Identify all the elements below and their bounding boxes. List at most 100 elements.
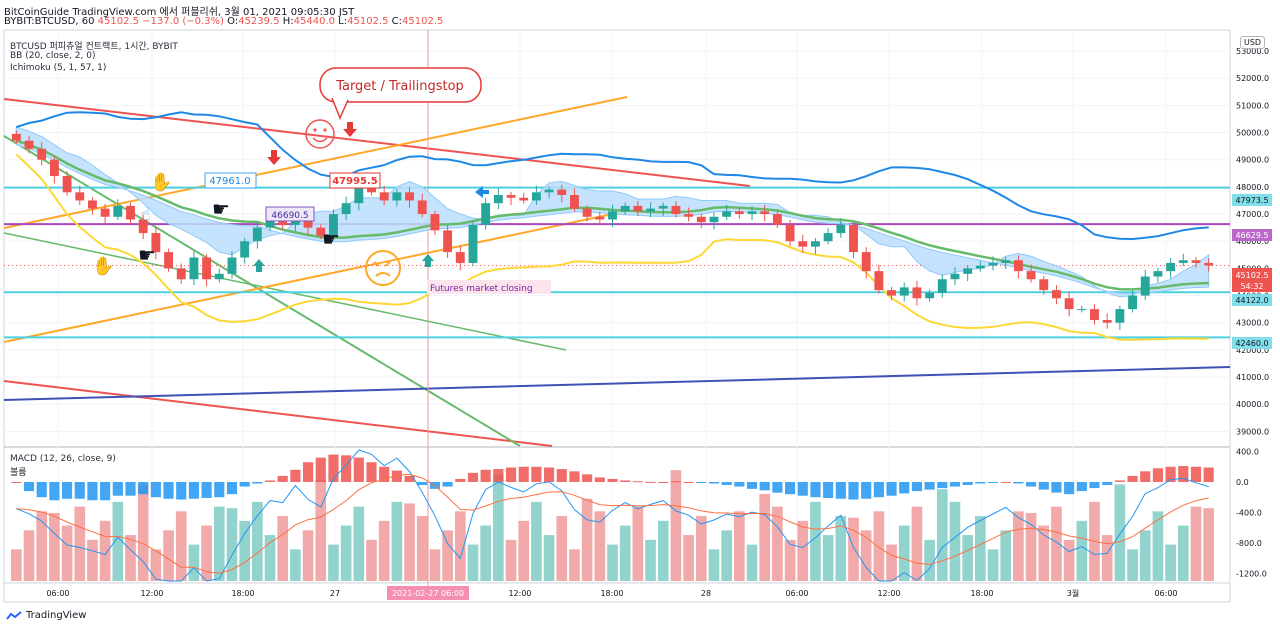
volume-bar	[252, 501, 263, 581]
macd-histogram-bar	[1127, 475, 1138, 482]
candle	[1140, 276, 1150, 296]
volume-bar	[898, 525, 910, 581]
ichimoku-indicator-label[interactable]: Ichimoku (5, 1, 57, 1)	[10, 63, 107, 73]
symbol: BYBIT:BTCUSD, 60	[4, 16, 95, 27]
bb-indicator-label[interactable]: BB (20, close, 2, 0)	[10, 51, 96, 61]
candle	[937, 279, 947, 293]
volume-bar	[1177, 525, 1189, 581]
trend-line-red-bottom[interactable]	[3, 380, 553, 447]
x-tick-label: 12:00	[877, 589, 900, 598]
macd-histogram-bar	[987, 481, 999, 483]
volume-bar	[125, 535, 136, 581]
macd-histogram-bar	[74, 481, 85, 499]
candle	[760, 211, 770, 215]
y-tick-label: 49000.0	[1236, 156, 1269, 165]
price-label-47961[interactable]: 47961.0	[204, 172, 257, 189]
chart-title: BTCUSD 퍼피츄얼 컨트랙트, 1시간, BYBIT	[10, 42, 178, 52]
volume-bar	[594, 511, 606, 581]
candle	[988, 262, 998, 266]
volume-bar	[632, 506, 644, 581]
svg-text:✋: ✋	[150, 171, 172, 193]
volume-bar	[61, 525, 73, 581]
candle	[75, 192, 85, 201]
trend-line-red-top[interactable]	[3, 98, 751, 187]
x-tick-label: 12:00	[140, 589, 163, 598]
brand-name: TradingView	[26, 610, 87, 621]
y-tick-label: 53000.0	[1236, 47, 1269, 56]
volume-bar	[1152, 511, 1164, 581]
candle	[570, 195, 579, 209]
price-tag-47973: 47973.5	[1232, 194, 1272, 206]
macd-histogram-bar	[303, 462, 314, 482]
volume-bar	[518, 520, 530, 581]
y-tick-label: 52000.0	[1236, 74, 1269, 83]
candle	[126, 205, 135, 220]
macd-indicator-label[interactable]: MACD (12, 26, close, 9)	[10, 454, 116, 464]
price-label-47995[interactable]: 47995.5	[329, 172, 381, 189]
volume-bar	[493, 474, 504, 581]
price-label-46690[interactable]: 46690.5	[265, 206, 315, 222]
volume-bar	[695, 516, 707, 581]
macd-histogram-bar	[518, 466, 529, 482]
trend-line-blue[interactable]	[3, 366, 1231, 401]
candle	[1026, 271, 1036, 280]
volume-bar	[569, 549, 580, 581]
candle	[11, 133, 21, 141]
ohlc-line: BYBIT:BTCUSD, 60 45102.5 −137.0 (−0.3%) …	[4, 16, 444, 27]
candle	[100, 208, 110, 217]
target-callout[interactable]: Target / Trailingstop	[319, 67, 482, 120]
trend-line-orange-2[interactable]	[3, 210, 628, 343]
svg-text:42460.0: 42460.0	[1235, 339, 1268, 348]
candle	[379, 192, 389, 201]
trend-line-orange-1[interactable]	[3, 96, 628, 229]
volume-bar	[975, 516, 986, 581]
macd-histogram-bar	[683, 481, 694, 483]
candle	[1204, 262, 1214, 266]
macd-histogram-bar	[100, 481, 111, 501]
bb-lower-line	[15, 153, 1209, 341]
candle	[684, 214, 694, 217]
macd-histogram-bar	[87, 481, 98, 501]
candle	[278, 219, 288, 225]
futures-label-box[interactable]: Futures market closing	[427, 280, 551, 294]
volume-bar	[1025, 512, 1037, 581]
macd-histogram-bar	[797, 481, 808, 496]
macd-histogram-bar	[569, 471, 580, 482]
svg-text:✋: ✋	[92, 255, 114, 277]
volume-bar	[366, 539, 377, 581]
macd-histogram-bar	[544, 467, 555, 482]
volume-bar	[1038, 525, 1050, 581]
volume-bar	[277, 516, 289, 581]
volume-bar	[924, 539, 935, 581]
macd-histogram-bar	[708, 481, 720, 484]
volume-bar	[936, 489, 948, 581]
macd-histogram-bar	[467, 472, 479, 482]
y-tick-label: 47000.0	[1236, 210, 1269, 219]
candle	[367, 186, 376, 193]
arrow-up-icon	[253, 254, 434, 272]
volume-bar	[11, 549, 22, 581]
futures-label: Futures market closing	[430, 284, 533, 294]
volume-bar	[962, 535, 973, 581]
footer: TradingView	[6, 610, 86, 621]
macd-histogram-bar	[391, 470, 402, 482]
macd-histogram-bar	[480, 469, 491, 482]
x-tick-label: 06:00	[46, 589, 69, 598]
candle	[950, 273, 960, 280]
macd-histogram-bar	[734, 481, 745, 487]
macd-tick-label: 400.0	[1236, 448, 1259, 457]
candle	[316, 227, 326, 236]
currency-button[interactable]: USD	[1240, 36, 1266, 49]
candle	[481, 203, 491, 225]
macd-histogram-bar	[670, 481, 681, 483]
candle	[1166, 262, 1176, 272]
macd-histogram-bar	[658, 481, 669, 483]
macd-histogram-bar	[277, 475, 288, 482]
candle	[887, 290, 896, 296]
arrow-down-icon-2	[267, 150, 281, 165]
svg-text:45102.5: 45102.5	[1235, 271, 1268, 280]
macd-histogram-bar	[49, 481, 60, 501]
volume-bar	[175, 511, 187, 581]
volume-bar	[264, 535, 276, 581]
